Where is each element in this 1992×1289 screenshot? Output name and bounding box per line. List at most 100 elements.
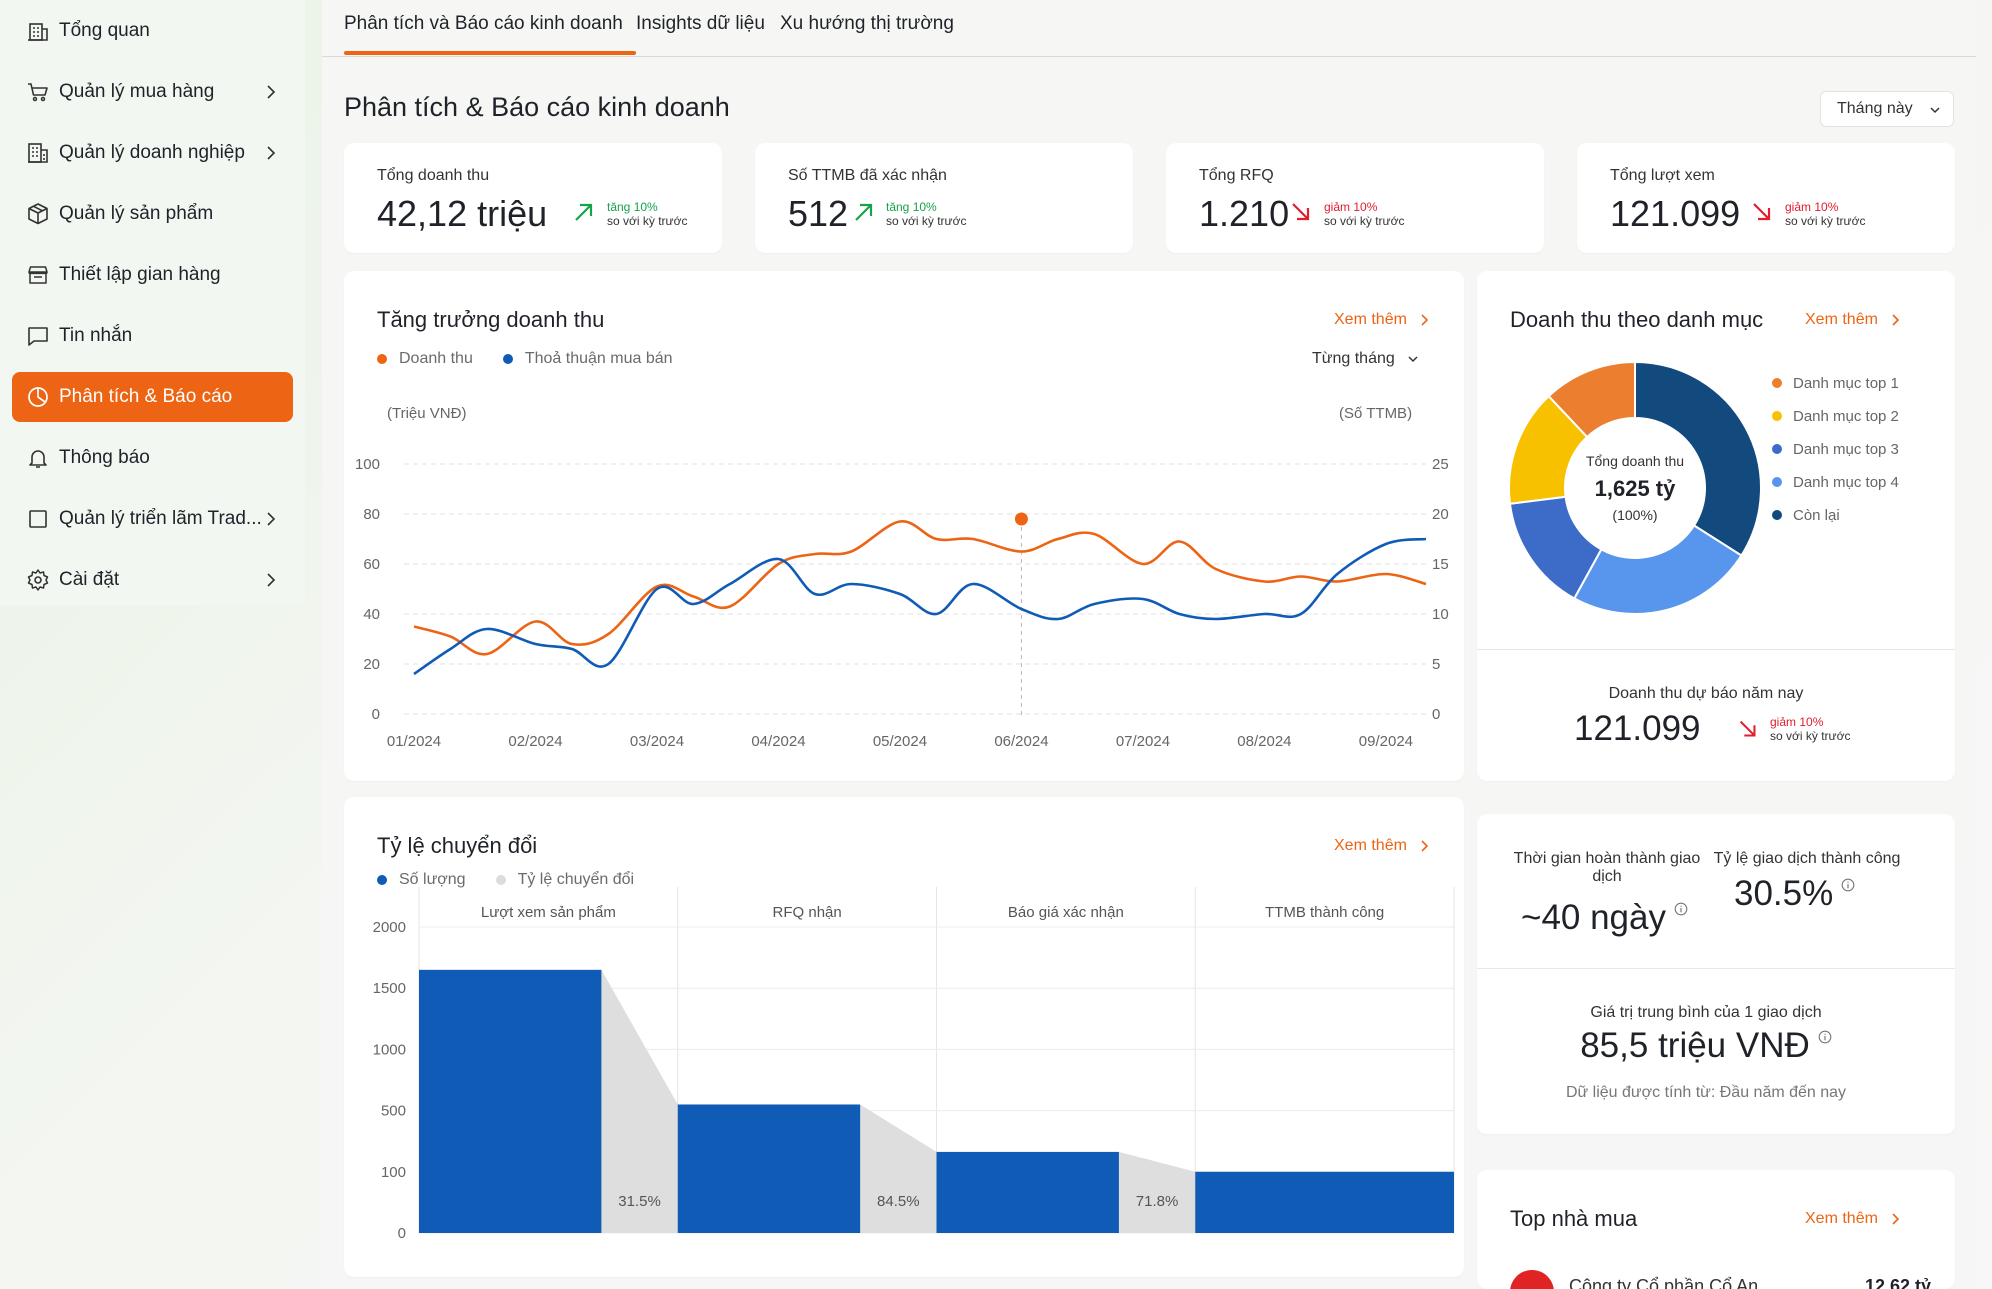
chevron-right-icon: [1892, 1213, 1900, 1225]
chevron-right-icon: [1421, 314, 1429, 326]
data-range-note: Dữ liệu được tính từ: Đầu năm đến nay: [1565, 1084, 1847, 1101]
legend-label: Danh mục top 1: [1793, 375, 1899, 392]
sidebar-item-label: Tổng quan: [59, 20, 150, 41]
funnel-bar: [1195, 1171, 1454, 1233]
sidebar-item[interactable]: Tổng quan: [12, 6, 293, 56]
chevron-right-icon: [261, 570, 281, 590]
chart-legend: Doanh thu Thoả thuận mua bán: [377, 350, 673, 368]
sidebar-item[interactable]: Quản lý doanh nghiệp: [12, 128, 293, 178]
see-more-link[interactable]: Xem thêm: [1805, 311, 1902, 329]
sidebar-item[interactable]: Quản lý mua hàng: [12, 67, 293, 117]
kpi-card-rfq: Tổng RFQ 1.210 giảm 10% so với kỳ trước: [1166, 143, 1544, 253]
y2-tick-label: 10: [1432, 606, 1449, 623]
sidebar-item[interactable]: Cài đặt: [12, 555, 293, 605]
gear-icon: [25, 567, 51, 593]
y-tick-label: 0: [398, 1225, 406, 1242]
info-icon[interactable]: [1818, 1030, 1832, 1044]
funnel-bar: [936, 1151, 1119, 1233]
legend-label: Doanh thu: [399, 350, 473, 367]
x-tick-label: 03/2024: [630, 733, 684, 750]
kpi-value: 121.099: [1610, 193, 1741, 234]
conversion-area: [601, 969, 678, 1233]
y-tick-label: 1500: [373, 980, 406, 997]
forecast-delta-value: giảm 10%: [1770, 715, 1824, 729]
kpi-delta-value: tăng 10%: [607, 200, 658, 214]
granularity-select[interactable]: Từng tháng: [1312, 350, 1419, 368]
info-icon[interactable]: [1841, 878, 1855, 892]
see-more-label: Xem thêm: [1805, 1210, 1878, 1227]
kpi-label: Số TTMB đã xác nhận: [788, 167, 947, 184]
conversion-rate-label: 71.8%: [1136, 1193, 1179, 1210]
conversion-rate-label: 84.5%: [877, 1193, 920, 1210]
kpi-card-ttmb: Số TTMB đã xác nhận 512 tăng 10% so với k…: [755, 143, 1133, 253]
y-tick-label: 20: [363, 656, 380, 673]
chevron-right-icon: [1421, 840, 1429, 852]
revenue-line-chart: 0 0 20 5 40 10 60 15 80 20 100 25 01/2024 02/2024 03/2…: [355, 456, 1449, 750]
store-icon: [25, 262, 51, 288]
tab-business-report[interactable]: Phân tích và Báo cáo kinh doanh: [344, 13, 623, 34]
y-tick-label: 80: [363, 506, 380, 523]
legend-label: Thoả thuận mua bán: [524, 350, 673, 367]
sidebar-item[interactable]: Quản lý triển lãm Trad...: [12, 494, 293, 544]
granularity-value: Từng tháng: [1312, 350, 1395, 367]
bell-icon: [25, 445, 51, 471]
conversion-area: [860, 1104, 937, 1233]
chevron-down-icon: [1930, 107, 1940, 114]
legend-label: Còn lại: [1793, 507, 1840, 524]
see-more-link[interactable]: Xem thêm: [1334, 311, 1431, 329]
y2-tick-label: 25: [1432, 456, 1449, 473]
kpi-delta: tăng 10% so với kỳ trước: [607, 200, 687, 228]
legend-label: Tỷ lệ chuyển đổi: [517, 871, 635, 888]
section-title: Tăng trưởng doanh thu: [377, 307, 605, 332]
period-select[interactable]: Tháng này: [1820, 91, 1954, 127]
x-tick-label: 04/2024: [751, 733, 805, 750]
sidebar-item[interactable]: Thiết lập gian hàng: [12, 250, 293, 300]
y2-tick-label: 0: [1432, 706, 1440, 723]
series-line: [413, 520, 1427, 656]
y-tick-label: 500: [381, 1103, 406, 1120]
active-tab-indicator: [344, 51, 636, 55]
donut-center-value: 1,625 tỷ: [1595, 476, 1676, 501]
category-label: Lượt xem sản phẩm: [481, 904, 616, 921]
sidebar-item[interactable]: Quản lý sản phẩm: [12, 189, 293, 239]
legend-dot: [377, 875, 387, 885]
legend-dot: [377, 354, 387, 364]
donut-slice: [1547, 361, 1636, 439]
sidebar-item[interactable]: Phân tích & Báo cáo: [12, 372, 293, 422]
y2-axis-title: (Số TTMB): [1339, 405, 1413, 422]
sidebar-item-label: Quản lý sản phẩm: [59, 203, 214, 224]
legend-dot: [1772, 477, 1782, 487]
tab-market-trends[interactable]: Xu hướng thị trường: [780, 13, 954, 34]
y2-tick-label: 15: [1432, 556, 1449, 573]
forecast-delta-compare: so với kỳ trước: [1770, 729, 1851, 743]
info-icon[interactable]: [1674, 902, 1688, 916]
legend-dot: [495, 875, 506, 885]
avg-value-number: 85,5 triệu VNĐ: [1580, 1026, 1810, 1065]
page-title: Phân tích & Báo cáo kinh doanh: [344, 92, 730, 122]
see-more-link[interactable]: Xem thêm: [1334, 837, 1431, 855]
conversion-card: Tỷ lệ chuyển đổi Xem thêm Số lượng Tỷ lệ…: [344, 797, 1464, 1277]
x-tick-label: 07/2024: [1116, 733, 1170, 750]
donut-center-percent: (100%): [1612, 507, 1657, 523]
tab-bar: Phân tích và Báo cáo kinh doanh Insights…: [322, 0, 1976, 57]
kpi-label: Tổng RFQ: [1199, 167, 1274, 184]
funnel-bar: [419, 969, 602, 1233]
sidebar-item[interactable]: Thông báo: [12, 433, 293, 483]
kpi-delta: giảm 10% so với kỳ trước: [1785, 200, 1865, 228]
donut-slice: [1634, 361, 1762, 557]
kpi-card-revenue: Tổng doanh thu 42,12 triệu tăng 10% so vớ…: [344, 143, 722, 253]
success-rate-value: 30.5%: [1734, 874, 1855, 914]
conversion-area: [1118, 1151, 1196, 1233]
legend-label: Danh mục top 3: [1793, 441, 1899, 458]
funnel-bar: [677, 1104, 861, 1233]
box-icon: [25, 201, 51, 227]
kpi-delta-value: giảm 10%: [1785, 200, 1839, 214]
sidebar-item[interactable]: Tin nhắn: [12, 311, 293, 361]
see-more-link[interactable]: Xem thêm: [1805, 1210, 1902, 1228]
main-content: Phân tích và Báo cáo kinh doanh Insights…: [322, 0, 1976, 1289]
buyer-name[interactable]: Công ty Cổ phần Cổ An...: [1569, 1276, 1774, 1289]
sidebar-item-label: Cài đặt: [59, 569, 120, 590]
tab-insights[interactable]: Insights dữ liệu: [636, 13, 765, 34]
category-label: Báo giá xác nhận: [1008, 904, 1124, 921]
kpi-value: 512: [788, 193, 849, 234]
